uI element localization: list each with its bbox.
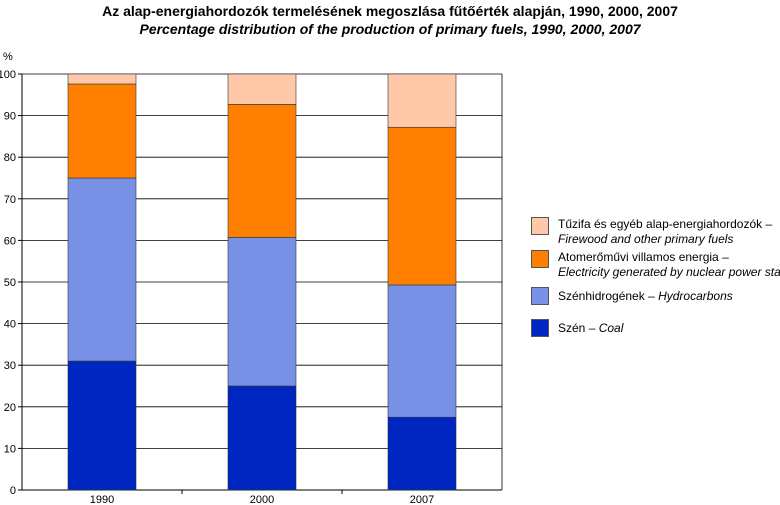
bar-segment-2007-hydrocarbons bbox=[387, 284, 457, 418]
legend-item-nuclear: Atomerőművi villamos energia – Electrici… bbox=[531, 250, 780, 280]
y-tick-label: 100 bbox=[0, 69, 16, 81]
legend-swatch-hydrocarbons bbox=[531, 287, 549, 305]
legend-swatch-firewood bbox=[531, 217, 549, 235]
legend-label-firewood-hu: Tűzifa és egyéb alap-energiahordozók bbox=[558, 217, 763, 231]
legend-label-hydrocarbons-hu: Szénhidrogének bbox=[558, 289, 645, 303]
chart-title: Az alap-energiahordozók termelésének meg… bbox=[102, 3, 678, 19]
bar-segment-1990-firewood-and-other-primary-fuels bbox=[67, 73, 137, 85]
bar-segment-2007-coal bbox=[387, 416, 457, 491]
legend-item-hydrocarbons: Szénhidrogének – Hydrocarbons bbox=[531, 287, 733, 305]
bar-segment-2000-firewood-and-other-primary-fuels bbox=[227, 73, 297, 105]
legend-label-nuclear-en: Electricity generated by nuclear power s… bbox=[558, 265, 780, 279]
legend-label-hydrocarbons-en: Hydrocarbons bbox=[658, 289, 733, 303]
bar-segment-2000-coal bbox=[227, 385, 297, 491]
legend-item-firewood: Tűzifa és egyéb alap-energiahordozók – F… bbox=[531, 217, 772, 247]
y-tick-label: 50 bbox=[4, 277, 16, 289]
bar-segment-1990-electricity-generated-by-nuclear-power-station bbox=[67, 83, 137, 179]
legend-label-firewood-en: Firewood and other primary fuels bbox=[558, 232, 734, 246]
legend-swatch-nuclear bbox=[531, 250, 549, 268]
bar-segment-2000-hydrocarbons bbox=[227, 237, 297, 387]
bar-segment-1990-coal bbox=[67, 360, 137, 491]
y-tick-label: 90 bbox=[4, 111, 16, 123]
bar-segment-2007-electricity-generated-by-nuclear-power-station bbox=[387, 126, 457, 286]
x-tick-label-2007: 2007 bbox=[410, 494, 434, 505]
y-tick-label: 40 bbox=[4, 319, 16, 331]
y-tick-label: 10 bbox=[4, 443, 16, 455]
y-axis-label: % bbox=[3, 51, 13, 63]
y-tick-label: 80 bbox=[4, 152, 16, 164]
bar-segment-2007-firewood-and-other-primary-fuels bbox=[387, 73, 457, 128]
y-tick-label: 0 bbox=[10, 485, 16, 497]
legend-swatch-coal bbox=[531, 319, 549, 337]
y-tick-label: 60 bbox=[4, 235, 16, 247]
legend-label-coal-en: Coal bbox=[598, 321, 624, 335]
y-tick-label: 30 bbox=[4, 360, 16, 372]
y-tick-label: 20 bbox=[4, 402, 16, 414]
legend-label-coal-hu: Szén bbox=[558, 321, 586, 335]
bar-segment-2000-electricity-generated-by-nuclear-power-station bbox=[227, 104, 297, 238]
x-tick-label-2000: 2000 bbox=[250, 494, 274, 505]
bar-segment-1990-hydrocarbons bbox=[67, 177, 137, 362]
legend-label-nuclear-hu: Atomerőművi villamos energia bbox=[558, 250, 719, 264]
chart-subtitle: Percentage distribution of the productio… bbox=[139, 21, 641, 37]
legend-item-coal: Szén – Coal bbox=[531, 319, 623, 337]
y-tick-label: 70 bbox=[4, 194, 16, 206]
x-tick-label-1990: 1990 bbox=[90, 494, 114, 505]
